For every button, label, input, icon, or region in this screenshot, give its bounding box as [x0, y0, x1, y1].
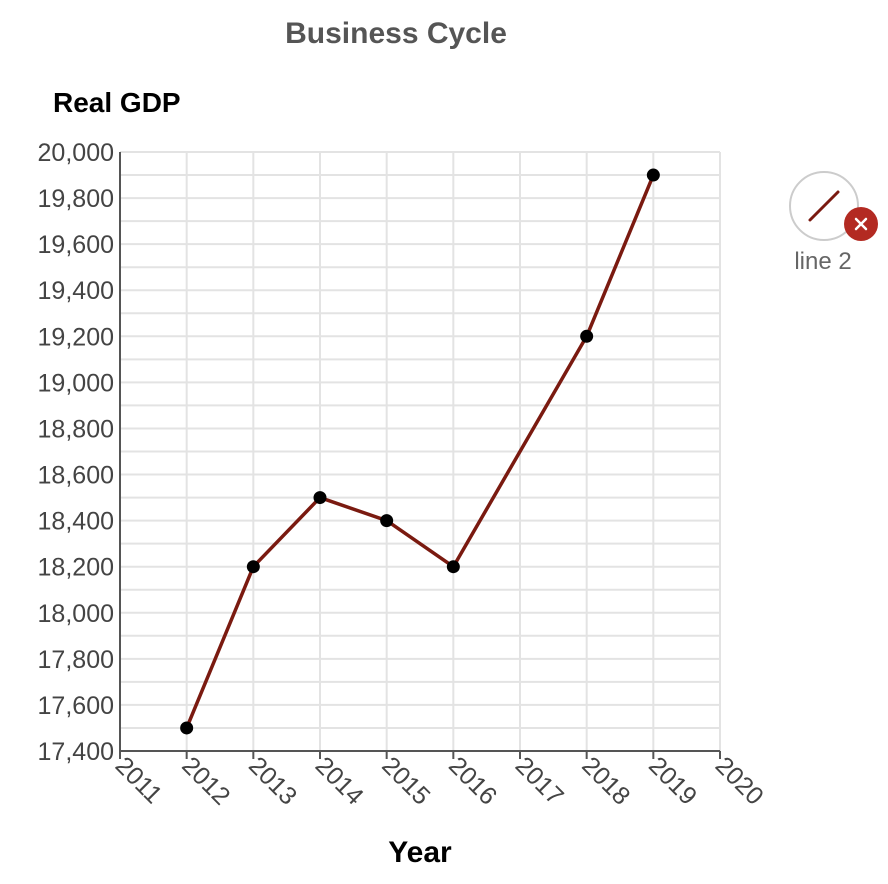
legend-label: line 2 — [794, 248, 851, 275]
grid-lines — [119, 151, 721, 752]
close-icon — [854, 217, 868, 231]
x-tick-labels: 2011 2012 2013 2014 2015 2016 2017 2018 2019 2020 — [110, 751, 769, 810]
chart-title: Business Cycle — [285, 17, 507, 50]
x-tick-label: 2018 — [576, 751, 635, 810]
y-tick-label: 19,600 — [38, 231, 114, 259]
data-point — [580, 329, 594, 343]
y-tick-label: 19,200 — [38, 323, 114, 351]
x-tick-label: 2016 — [443, 751, 502, 810]
x-tick-label: 2013 — [243, 751, 302, 810]
y-tick-label: 19,400 — [38, 277, 114, 305]
y-tick-label: 17,800 — [38, 646, 114, 674]
y-tick-label: 19,000 — [38, 369, 114, 397]
remove-series-button[interactable] — [844, 207, 878, 241]
y-tick-labels: 17,400 17,600 17,800 18,000 18,200 18,400 18,6… — [38, 139, 114, 766]
y-tick-label: 19,800 — [38, 185, 114, 213]
data-point — [313, 491, 327, 505]
data-point — [380, 514, 394, 528]
x-tick-label: 2019 — [643, 751, 702, 810]
data-point — [180, 721, 194, 735]
x-tick-label: 2012 — [176, 751, 235, 810]
series-line-2 — [180, 168, 660, 735]
y-tick-label: 18,400 — [38, 508, 114, 536]
x-tick-label: 2014 — [310, 751, 369, 810]
y-tick-label: 18,000 — [38, 600, 114, 628]
x-tick-label: 2020 — [710, 751, 769, 810]
x-tick-label: 2011 — [110, 751, 168, 809]
y-tick-label: 18,800 — [38, 415, 114, 443]
data-point — [646, 168, 660, 182]
data-point — [446, 560, 460, 574]
y-tick-label: 17,600 — [38, 692, 114, 720]
data-point — [246, 560, 260, 574]
y-tick-label: 17,400 — [38, 738, 114, 766]
x-tick-label: 2017 — [510, 751, 569, 810]
x-axis-label: Year — [388, 836, 452, 869]
legend-line-icon — [808, 190, 840, 222]
x-tick-label: 2015 — [376, 751, 435, 810]
axes — [119, 152, 721, 759]
legend[interactable]: line 2 — [789, 171, 878, 275]
y-tick-label: 18,200 — [38, 554, 114, 582]
y-tick-label: 18,600 — [38, 462, 114, 490]
y-tick-label: 20,000 — [38, 139, 114, 167]
y-axis-label: Real GDP — [53, 87, 181, 118]
